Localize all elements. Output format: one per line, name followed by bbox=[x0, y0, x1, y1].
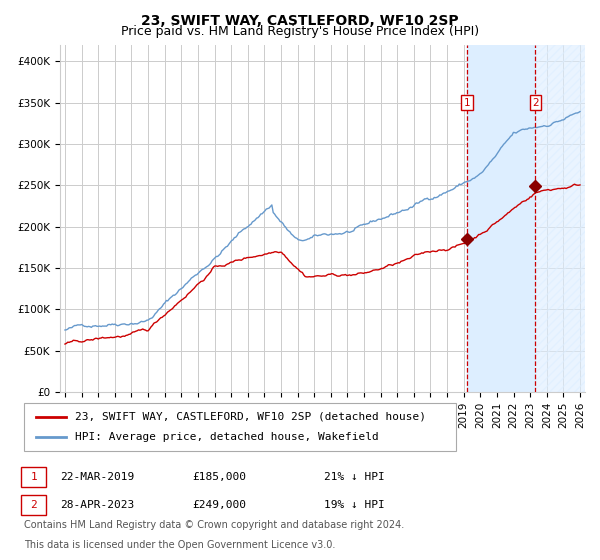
Text: 22-MAR-2019: 22-MAR-2019 bbox=[60, 472, 134, 482]
Bar bbox=[535, 45, 589, 392]
Text: 2: 2 bbox=[532, 97, 539, 108]
Text: 2: 2 bbox=[30, 500, 37, 510]
Text: £185,000: £185,000 bbox=[192, 472, 246, 482]
Text: 21% ↓ HPI: 21% ↓ HPI bbox=[324, 472, 385, 482]
Text: 1: 1 bbox=[30, 472, 37, 482]
Text: 23, SWIFT WAY, CASTLEFORD, WF10 2SP: 23, SWIFT WAY, CASTLEFORD, WF10 2SP bbox=[141, 14, 459, 28]
Text: 28-APR-2023: 28-APR-2023 bbox=[60, 500, 134, 510]
Text: 1: 1 bbox=[464, 97, 470, 108]
Text: 23, SWIFT WAY, CASTLEFORD, WF10 2SP (detached house): 23, SWIFT WAY, CASTLEFORD, WF10 2SP (det… bbox=[75, 412, 426, 422]
Text: £249,000: £249,000 bbox=[192, 500, 246, 510]
Text: Contains HM Land Registry data © Crown copyright and database right 2024.: Contains HM Land Registry data © Crown c… bbox=[24, 520, 404, 530]
Text: 19% ↓ HPI: 19% ↓ HPI bbox=[324, 500, 385, 510]
Text: Price paid vs. HM Land Registry's House Price Index (HPI): Price paid vs. HM Land Registry's House … bbox=[121, 25, 479, 38]
Bar bbox=[467, 45, 535, 392]
Text: HPI: Average price, detached house, Wakefield: HPI: Average price, detached house, Wake… bbox=[75, 432, 379, 442]
Text: This data is licensed under the Open Government Licence v3.0.: This data is licensed under the Open Gov… bbox=[24, 540, 335, 550]
